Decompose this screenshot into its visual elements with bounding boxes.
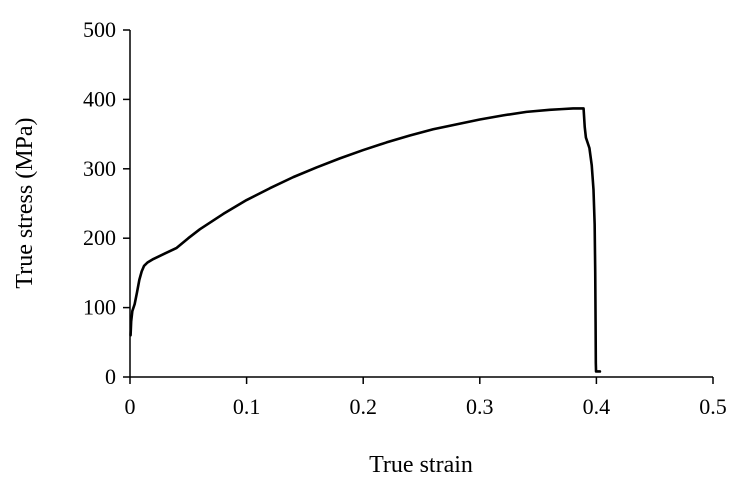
series	[129, 107, 602, 373]
x-tick-label: 0.1	[233, 394, 261, 419]
x-tick-label: 0.2	[349, 394, 377, 419]
x-tick-label: 0.5	[699, 394, 727, 419]
y-tick-label: 300	[83, 156, 116, 181]
y-tick-label: 500	[83, 17, 116, 42]
x-axis-title: True strain	[369, 452, 473, 477]
y-tick-label: 100	[83, 295, 116, 320]
x-tick-label: 0.3	[466, 394, 494, 419]
stress-strain-curve	[129, 107, 602, 373]
x-tick-label: 0.4	[583, 394, 611, 419]
x-tick-label: 0	[125, 394, 136, 419]
y-axis-title: True stress (MPa)	[12, 117, 38, 288]
y-tick-label: 200	[83, 225, 116, 250]
y-tick-label: 0	[105, 364, 116, 389]
y-tick-label: 400	[83, 86, 116, 111]
axes	[129, 30, 713, 378]
ticks: 0 100 200 300 400 500 0 0.1 0.2 0.3 0.4 0.5	[83, 17, 727, 419]
